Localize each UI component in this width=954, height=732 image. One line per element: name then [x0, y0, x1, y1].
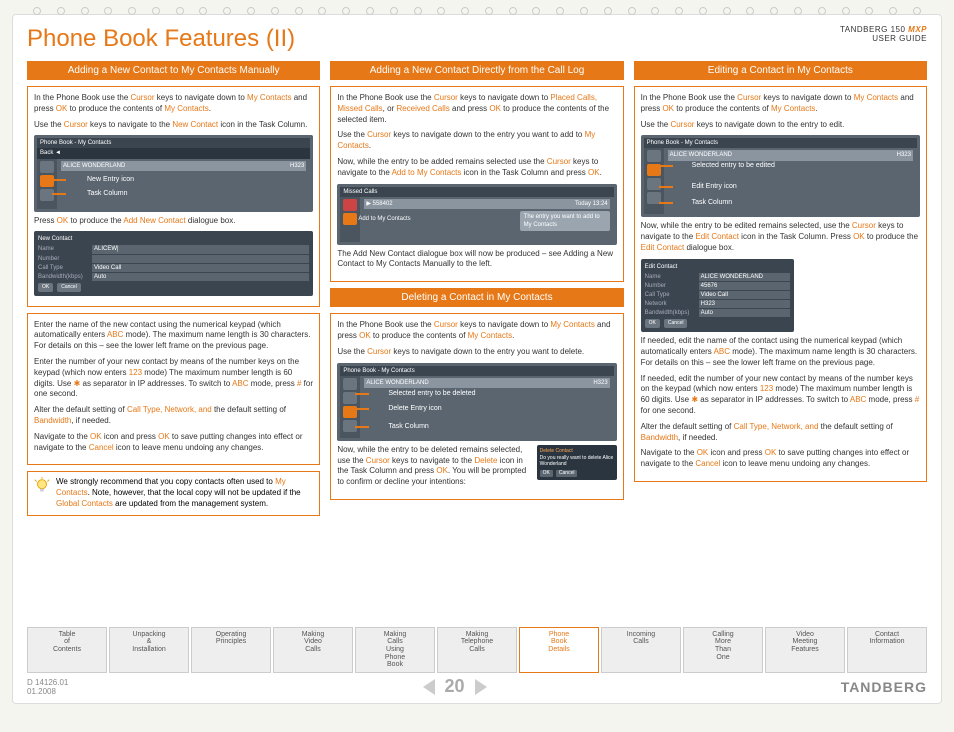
col2-header1: Adding a New Contact Directly from the C…	[330, 61, 623, 80]
col2-p3: Now, while the entry to be added remains…	[337, 157, 616, 179]
col1-p1: In the Phone Book use the Cursor keys to…	[34, 93, 313, 115]
col3-header: Editing a Contact in My Contacts	[634, 61, 927, 80]
nav-tab-8[interactable]: CallingMoreThanOne	[683, 627, 763, 673]
col3-box: In the Phone Book use the Cursor keys to…	[634, 86, 927, 482]
nav-tab-0[interactable]: TableofContents	[27, 627, 107, 673]
col3-p7: Navigate to the OK icon and press OK to …	[641, 448, 920, 470]
delete-confirm-dialog: Delete Contact Do you really want to del…	[537, 445, 617, 480]
col2-p5: In the Phone Book use the Cursor keys to…	[337, 320, 616, 342]
col3-p4: If needed, edit the name of the contact …	[641, 336, 920, 368]
guide-info: TANDBERG 150 MXP USER GUIDE	[840, 25, 927, 43]
nav-tab-6[interactable]: PhoneBookDetails	[519, 627, 599, 673]
header: Phone Book Features (II) TANDBERG 150 MX…	[27, 25, 927, 53]
col3-screenshot1: Phone Book - My Contacts ALICE WONDERLAN…	[641, 135, 920, 217]
next-page-icon[interactable]	[475, 679, 487, 695]
col2-box1: In the Phone Book use the Cursor keys to…	[330, 86, 623, 282]
col2-p4: The Add New Contact dialogue box will no…	[337, 249, 616, 271]
col2-screenshot1: Missed Calls ▶ 558402Today 13:24 The ent…	[337, 184, 616, 245]
nav-tab-2[interactable]: OperatingPrinciples	[191, 627, 271, 673]
nav-tab-9[interactable]: VideoMeetingFeatures	[765, 627, 845, 673]
col1-p6: Alter the default setting of Call Type, …	[34, 405, 313, 427]
tip-box: We strongly recommend that you copy cont…	[27, 471, 320, 515]
col2-screenshot2: Phone Book - My Contacts ALICE WONDERLAN…	[337, 363, 616, 441]
page: Phone Book Features (II) TANDBERG 150 MX…	[12, 14, 942, 704]
col1-box1: In the Phone Book use the Cursor keys to…	[27, 86, 320, 307]
guide-subtitle: USER GUIDE	[872, 34, 927, 43]
nav-tab-10[interactable]: ContactInformation	[847, 627, 927, 673]
nav-tab-1[interactable]: Unpacking&Installation	[109, 627, 189, 673]
footer: D 14126.01 01.2008 20 TANDBERG	[27, 676, 927, 697]
col2-p7-wrap: Delete Contact Do you really want to del…	[337, 445, 616, 488]
logo: TANDBERG	[841, 679, 927, 695]
product-name: TANDBERG 150	[840, 25, 905, 34]
col1-header: Adding a New Contact to My Contacts Manu…	[27, 61, 320, 80]
col1-box2: Enter the name of the new contact using …	[27, 313, 320, 466]
col1-p2: Use the Cursor keys to navigate to the N…	[34, 120, 313, 131]
col2-p2: Use the Cursor keys to navigate down to …	[337, 130, 616, 152]
col2-header2: Deleting a Contact in My Contacts	[330, 288, 623, 307]
column-2: Adding a New Contact Directly from the C…	[330, 61, 623, 516]
product-suffix: MXP	[908, 25, 927, 34]
col2-box2: In the Phone Book use the Cursor keys to…	[330, 313, 623, 500]
col3-p6: Alter the default setting of Call Type, …	[641, 422, 920, 444]
col1-p3: Press OK to produce the Add New Contact …	[34, 216, 313, 227]
col1-p5: Enter the number of your new contact by …	[34, 357, 313, 400]
column-3: Editing a Contact in My Contacts In the …	[634, 61, 927, 516]
tip-text: We strongly recommend that you copy cont…	[56, 477, 314, 509]
nav-tab-5[interactable]: MakingTelephoneCalls	[437, 627, 517, 673]
page-nav: 20	[423, 676, 487, 697]
nav-tab-4[interactable]: MakingCallsUsingPhoneBook	[355, 627, 435, 673]
nav-tab-7[interactable]: IncomingCalls	[601, 627, 681, 673]
page-number: 20	[445, 676, 465, 697]
col3-p2: Use the Cursor keys to navigate down to …	[641, 120, 920, 131]
lightbulb-icon	[33, 477, 51, 495]
col1-dialog: New Contact NameALICEW| Number Call Type…	[34, 231, 313, 295]
column-1: Adding a New Contact to My Contacts Manu…	[27, 61, 320, 516]
col3-dialog: Edit Contact NameALICE WONDERLAND Number…	[641, 259, 795, 332]
col1-p7: Navigate to the OK icon and press OK to …	[34, 432, 313, 454]
page-title: Phone Book Features (II)	[27, 25, 295, 53]
columns: Adding a New Contact to My Contacts Manu…	[27, 61, 927, 516]
col1-p4: Enter the name of the new contact using …	[34, 320, 313, 352]
nav-tab-3[interactable]: MakingVideoCalls	[273, 627, 353, 673]
col1-screenshot1: Phone Book - My Contacts Back ◄ ALICE WO…	[34, 135, 313, 211]
prev-page-icon[interactable]	[423, 679, 435, 695]
col2-p1: In the Phone Book use the Cursor keys to…	[337, 93, 616, 125]
spiral-binding	[33, 7, 921, 19]
col3-p1: In the Phone Book use the Cursor keys to…	[641, 93, 920, 115]
nav-tabs: TableofContentsUnpacking&InstallationOpe…	[27, 627, 927, 673]
col2-p6: Use the Cursor keys to navigate down to …	[337, 347, 616, 358]
col3-p5: If needed, edit the number of your new c…	[641, 374, 920, 417]
doc-info: D 14126.01 01.2008	[27, 678, 68, 696]
col3-p3: Now, while the entry to be edited remain…	[641, 221, 920, 253]
